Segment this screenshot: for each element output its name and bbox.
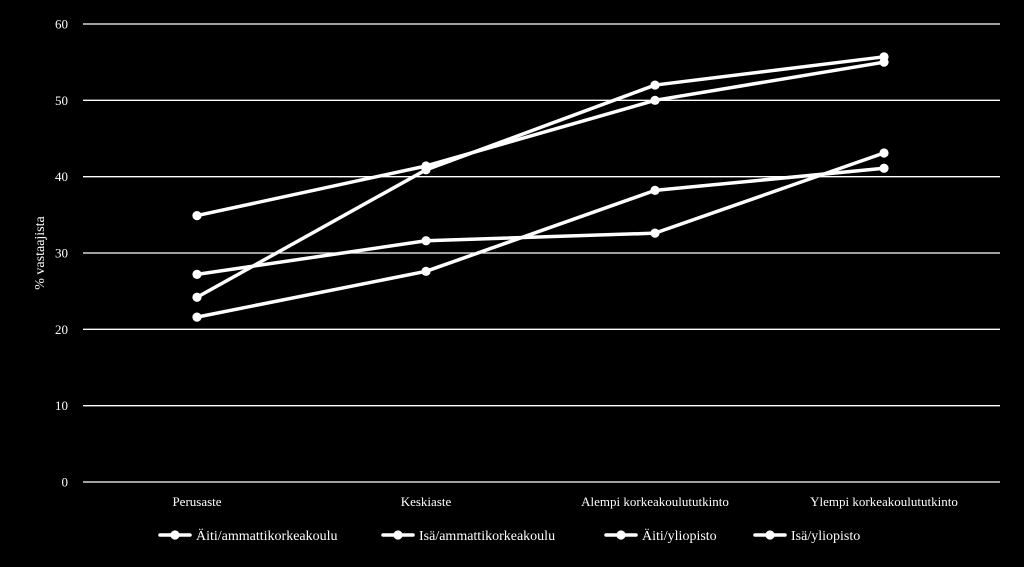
legend-label: Isä/ammattikorkeakoulu xyxy=(419,529,555,544)
legend-marker xyxy=(616,530,626,540)
y-tick-label: 40 xyxy=(55,169,68,184)
legend-label: Äiti/ammattikorkeakoulu xyxy=(196,527,338,544)
data-point xyxy=(879,148,889,158)
series-line xyxy=(195,60,886,218)
x-tick-label: Alempi korkeakoulututkinto xyxy=(581,494,729,509)
data-point xyxy=(192,292,202,302)
series-line xyxy=(195,166,886,319)
legend-marker xyxy=(393,530,403,540)
y-tick-label: 60 xyxy=(55,17,68,32)
data-point xyxy=(192,312,202,322)
x-tick-label: Keskiaste xyxy=(401,494,452,509)
y-tick-label: 10 xyxy=(55,398,68,413)
data-point xyxy=(421,161,431,171)
x-tick-label: Perusaste xyxy=(172,494,221,509)
y-tick-label: 50 xyxy=(55,93,68,108)
series-line xyxy=(195,55,886,300)
data-point xyxy=(650,228,660,238)
y-axis-title: % vastaajista xyxy=(33,215,48,289)
y-tick-label: 0 xyxy=(62,475,69,490)
legend-label: Isä/yliopisto xyxy=(791,529,860,544)
y-tick-label: 20 xyxy=(55,322,68,337)
data-point xyxy=(650,80,660,90)
data-point xyxy=(192,210,202,221)
data-point xyxy=(650,185,660,196)
series-line xyxy=(195,151,886,277)
data-point xyxy=(421,266,431,276)
data-point xyxy=(879,163,889,173)
data-point xyxy=(650,95,660,105)
legend-marker xyxy=(765,530,775,540)
data-point xyxy=(879,57,889,67)
legend-label: Äiti/yliopisto xyxy=(642,527,717,544)
legend-marker xyxy=(170,530,180,540)
data-point xyxy=(192,269,202,279)
y-tick-label: 30 xyxy=(55,246,68,261)
x-tick-label: Ylempi korkeakoulututkinto xyxy=(810,494,958,509)
data-point xyxy=(421,236,431,246)
